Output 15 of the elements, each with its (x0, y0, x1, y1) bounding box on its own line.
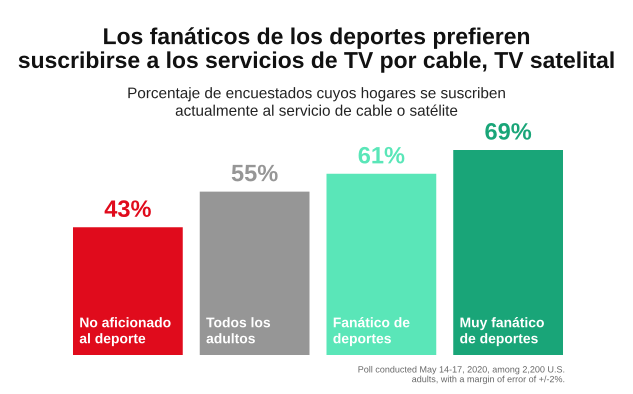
bar (200, 192, 310, 355)
bar (72, 227, 183, 355)
x-tick-label: Todos los adultos (206, 317, 270, 344)
x-tick-label: Fanático de deportes (333, 317, 410, 346)
data-label: 61% (358, 146, 404, 164)
x-tick-label: No aficionado al deporte (80, 317, 171, 346)
bar (326, 174, 436, 355)
bar (453, 150, 564, 355)
chart-title: Los fanáticos de los deportes prefieren suscribirse a los servicios de TV por cable, TV satelital (18, 27, 614, 73)
data-label: 69% (485, 123, 532, 140)
chart-subtitle: Porcentaje de encuestados cuyos hogares se suscriben actualmente al servicio de cable o satélite (128, 87, 505, 116)
data-label: 55% (232, 164, 278, 182)
data-label: 43% (104, 200, 151, 218)
text: Poll conducted May 14-17, 2020, among 2,200 U.S. adults, with a margin of error of +/-2%. (358, 366, 564, 384)
x-tick-label: Muy fanático de deportes (460, 317, 544, 346)
